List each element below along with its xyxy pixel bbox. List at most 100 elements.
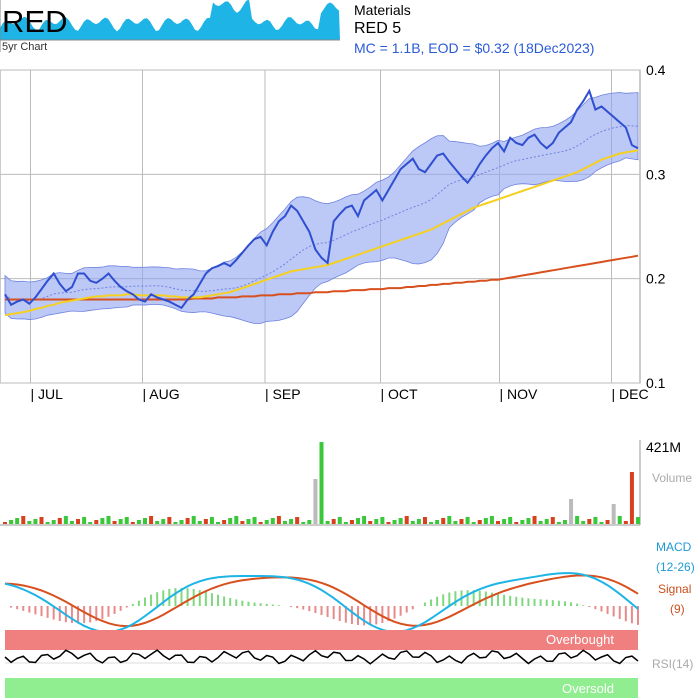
volume-bar — [106, 516, 111, 524]
volume-bar — [39, 517, 44, 524]
volume-bar — [228, 518, 233, 524]
macd-hist-bar — [113, 606, 116, 614]
macd-hist-bar — [40, 606, 43, 617]
macd-hist-bar — [509, 595, 512, 606]
macd-hist-bar — [533, 598, 536, 606]
volume-bar — [325, 521, 330, 524]
macd-hist-bar — [637, 606, 639, 625]
macd-hist-bar — [89, 606, 92, 623]
macd-hist-bar — [308, 606, 311, 612]
volume-bar — [161, 519, 166, 524]
volume-bar — [392, 520, 397, 524]
macd-hist-bar — [393, 606, 396, 619]
macd-hist-bar — [235, 599, 238, 606]
macd-hist-bar — [570, 602, 573, 606]
rsi-label: RSI(14) — [652, 657, 693, 671]
volume-bar — [203, 519, 208, 524]
macd-hist-bar — [624, 606, 627, 622]
volume-bar — [319, 442, 324, 524]
volume-bar — [532, 516, 537, 524]
volume-bar — [173, 522, 178, 524]
ma-long-line — [5, 254, 639, 301]
macd-hist-bar — [101, 606, 104, 620]
volume-bar — [374, 519, 379, 524]
macd-hist-bar — [162, 590, 165, 606]
volume-bar — [593, 517, 598, 524]
volume-bar — [142, 518, 147, 524]
volume-bar — [76, 519, 81, 524]
volume-bar — [27, 521, 32, 524]
macd-hist-bar — [156, 592, 159, 606]
price-panel: 0.1 0.2 0.3 0.4 | JUL | AUG | SEP | OCT | NOV | … — [0, 62, 666, 402]
volume-bar — [33, 519, 38, 524]
macd-hist-bar — [229, 597, 232, 606]
macd-hist-bar — [34, 606, 37, 615]
macd-hist-bar — [326, 606, 329, 618]
volume-bar — [453, 521, 458, 524]
macd-hist-bar — [143, 597, 146, 606]
month-label: | DEC — [612, 386, 649, 402]
volume-bar — [191, 516, 196, 524]
volume-bar — [276, 516, 281, 524]
volume-bar — [435, 520, 440, 524]
volume-bar — [386, 522, 391, 524]
macd-hist-bar — [186, 588, 189, 606]
volume-bar — [526, 518, 531, 524]
macd-hist-bar — [381, 606, 384, 624]
macd-hist-bar — [563, 601, 566, 606]
macd-hist-bar — [606, 606, 609, 614]
signal-line — [4, 574, 639, 628]
volume-bar — [307, 520, 312, 524]
volume-bar — [57, 518, 62, 524]
macd-hist-bar — [247, 601, 250, 606]
volume-bar — [270, 518, 275, 524]
macd-hist-bar — [430, 599, 433, 606]
macd-hist-bar — [174, 588, 177, 606]
volume-bar — [605, 520, 610, 524]
volume-bar — [69, 521, 74, 524]
mini-5yr-chart[interactable] — [0, 0, 340, 52]
market-info: MC = 1.1B, EOD = $0.32 (18Dec2023) — [354, 40, 594, 56]
y-tick-label: 0.2 — [646, 271, 666, 287]
company-name: RED 5 — [354, 20, 401, 37]
macd-panel — [4, 572, 639, 633]
macd-hist-bar — [375, 606, 378, 625]
volume-bar — [15, 518, 20, 524]
macd-hist-bar — [387, 606, 390, 622]
volume-bar — [356, 518, 361, 524]
macd-hist-bar — [338, 606, 341, 621]
rsi-panel — [4, 630, 639, 698]
oversold-label: Oversold — [562, 681, 614, 696]
macd-hist-bar — [119, 606, 122, 611]
macd-hist-bar — [253, 602, 256, 606]
macd-label: MACD — [656, 540, 692, 554]
volume-bar — [398, 518, 403, 524]
signal-params-label: (9) — [670, 602, 685, 616]
macd-hist-bar — [515, 596, 518, 606]
macd-hist-bar — [204, 591, 207, 606]
volume-bar — [562, 520, 567, 524]
signal-label: Signal — [658, 582, 691, 596]
volume-bar — [3, 522, 7, 524]
volume-bar — [337, 517, 342, 524]
macd-hist-bar — [137, 600, 140, 606]
macd-hist-bar — [521, 597, 524, 606]
macd-hist-bar — [217, 594, 220, 606]
volume-bar — [441, 518, 446, 524]
macd-hist-bar — [405, 606, 408, 613]
month-label: | SEP — [265, 386, 301, 402]
volume-bar — [63, 516, 68, 524]
volume-bar — [9, 520, 14, 524]
volume-bar — [136, 520, 141, 524]
macd-hist-bar — [344, 606, 347, 623]
volume-bar — [489, 516, 494, 524]
volume-bar — [520, 520, 525, 524]
volume-bar — [599, 522, 604, 524]
volume-bar — [349, 520, 354, 524]
macd-hist-bar — [588, 606, 591, 608]
macd-hist-bar — [539, 599, 542, 606]
macd-hist-bar — [557, 600, 560, 606]
volume-bar — [514, 522, 519, 524]
rsi-line — [4, 649, 639, 665]
volume-bar — [416, 519, 421, 524]
